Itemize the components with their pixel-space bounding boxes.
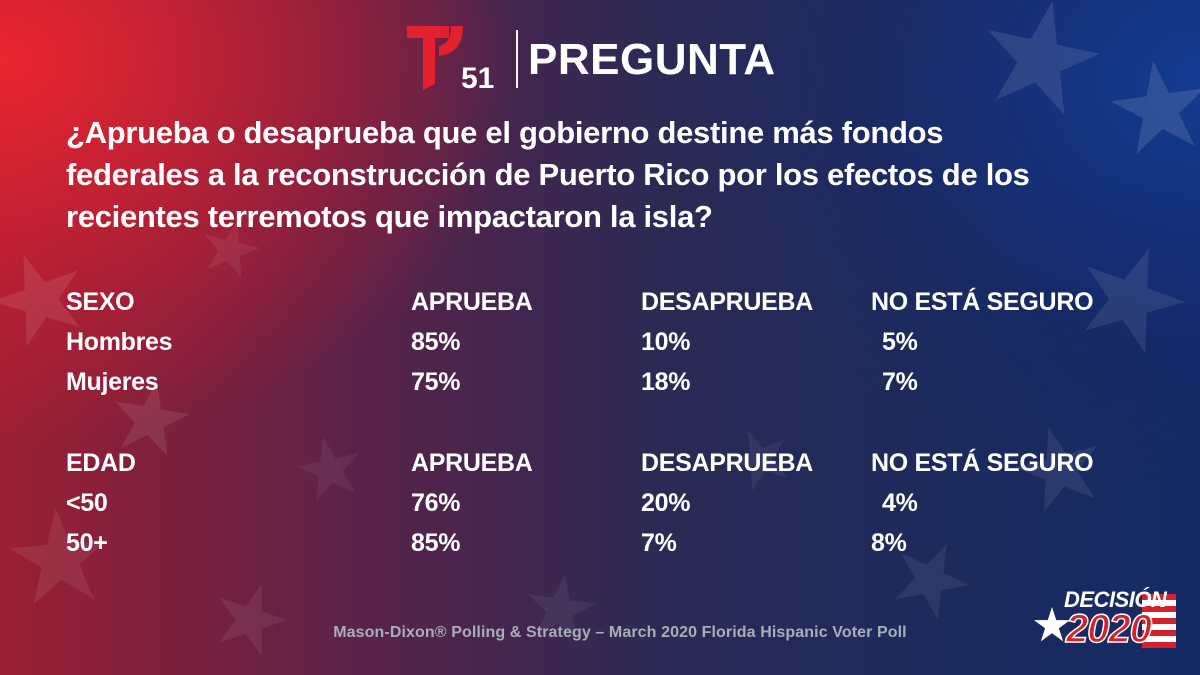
cell-value: 10% [641, 328, 691, 356]
row-label: <50 [66, 489, 108, 517]
cell-value: 5% [882, 328, 918, 356]
cell-value: 4% [882, 489, 918, 517]
source-footer: Mason-Dixon® Polling & Strategy – March … [333, 624, 907, 641]
telemundo-51-logo: 51 [405, 24, 515, 95]
star-icon [1033, 607, 1071, 642]
column-header: DESAPRUEBA [641, 449, 814, 477]
column-header: NO ESTÁ SEGURO [871, 288, 1094, 316]
badge-year: 2020 [1065, 607, 1152, 651]
cell-value: 76% [411, 489, 461, 517]
table-edad: EDAD APRUEBA DESAPRUEBA NO ESTÁ SEGURO <… [66, 443, 1126, 563]
table-sexo: SEXO APRUEBA DESAPRUEBA NO ESTÁ SEGURO H… [66, 282, 1126, 402]
header-divider [516, 30, 518, 88]
telemundo-t-icon: 51 [407, 26, 494, 95]
row-label: 50+ [66, 529, 108, 557]
cell-value: 7% [641, 529, 677, 557]
header-title: PREGUNTA [528, 35, 776, 84]
cell-value: 20% [641, 489, 691, 517]
cell-value: 75% [411, 368, 461, 396]
cell-value: 85% [411, 328, 461, 356]
cell-value: 7% [882, 368, 918, 396]
table-header-row: EDAD APRUEBA DESAPRUEBA NO ESTÁ SEGURO [66, 443, 1126, 483]
row-label: Mujeres [66, 368, 159, 396]
table-row: <50 76% 20% 4% [66, 483, 1126, 523]
table-row: Mujeres 75% 18% 7% [66, 362, 1126, 402]
table-header-row: SEXO APRUEBA DESAPRUEBA NO ESTÁ SEGURO [66, 282, 1126, 322]
cell-value: 85% [411, 529, 461, 557]
column-header: DESAPRUEBA [641, 288, 814, 316]
flag-stripes-icon [1142, 594, 1176, 648]
column-header: APRUEBA [411, 288, 533, 316]
poll-question: ¿Aprueba o desaprueba que el gobierno de… [66, 115, 1030, 234]
table-row: 50+ 85% 7% 8% [66, 523, 1126, 563]
column-header: APRUEBA [411, 449, 533, 477]
row-label: Hombres [66, 328, 173, 356]
badge-word: DECISIÓN [1064, 587, 1167, 612]
logo-number: 51 [461, 62, 494, 92]
column-header: NO ESTÁ SEGURO [871, 449, 1094, 477]
table-row: Hombres 85% 10% 5% [66, 322, 1126, 362]
decision-2020-badge [1033, 594, 1176, 648]
column-header: EDAD [66, 449, 136, 477]
cell-value: 18% [641, 368, 691, 396]
column-header: SEXO [66, 288, 135, 316]
cell-value: 8% [871, 529, 907, 557]
